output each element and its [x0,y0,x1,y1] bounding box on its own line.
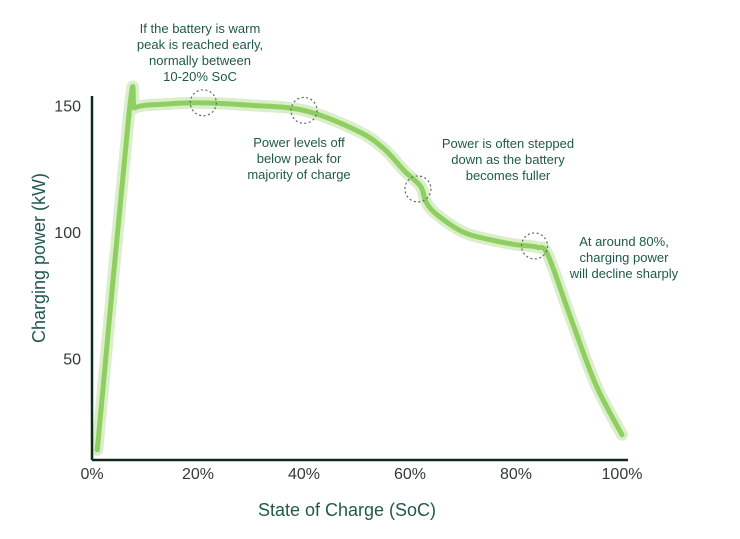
highlight-marker-2 [290,96,318,125]
y-tick-label: 150 [54,98,81,115]
markers [189,89,549,260]
annotation-line: normally between [149,53,251,68]
annotation-line: Power is often stepped [442,136,574,151]
annotation-4: At around 80%, charging power will decline… [569,234,679,281]
highlight-marker-4 [520,232,549,260]
annotation-line: below peak for [257,151,342,166]
tick-labels: 0% 20% 40% 60% 80% 100% 50 100 150 [54,98,642,483]
highlight-marker-3 [404,175,432,203]
x-tick-label: 100% [602,466,643,483]
y-axis-label: Charging power (kW) [29,173,49,343]
x-tick-label: 0% [80,466,103,483]
annotation-line: becomes fuller [466,168,551,183]
annotation-line: At around 80%, [579,234,669,249]
x-tick-label: 20% [182,466,214,483]
x-tick-label: 40% [288,466,320,483]
x-tick-label: 60% [394,466,426,483]
annotations: If the battery is warm peak is reached ea… [137,21,679,281]
annotation-line: 10-20% SoC [163,69,237,84]
annotation-line: majority of charge [247,167,350,182]
annotation-line: will decline sharply [569,266,679,281]
annotation-1: If the battery is warm peak is reached ea… [137,21,263,84]
y-tick-label: 50 [63,352,81,369]
annotation-line: Power levels off [253,135,345,150]
series-charging-power [91,80,628,456]
axes [90,96,628,462]
annotation-line: peak is reached early, [137,37,263,52]
x-tick-label: 80% [500,466,532,483]
highlight-marker-1 [189,89,217,117]
annotation-3: Power is often stepped down as the batter… [442,136,574,183]
annotation-line: If the battery is warm [140,21,261,36]
y-tick-label: 100 [54,225,81,242]
x-axis-label: State of Charge (SoC) [258,500,436,520]
annotation-line: down as the battery [451,152,565,167]
annotation-line: charging power [580,250,670,265]
charging-power-line [94,84,625,453]
annotation-2: Power levels off below peak for majority o… [247,135,350,182]
